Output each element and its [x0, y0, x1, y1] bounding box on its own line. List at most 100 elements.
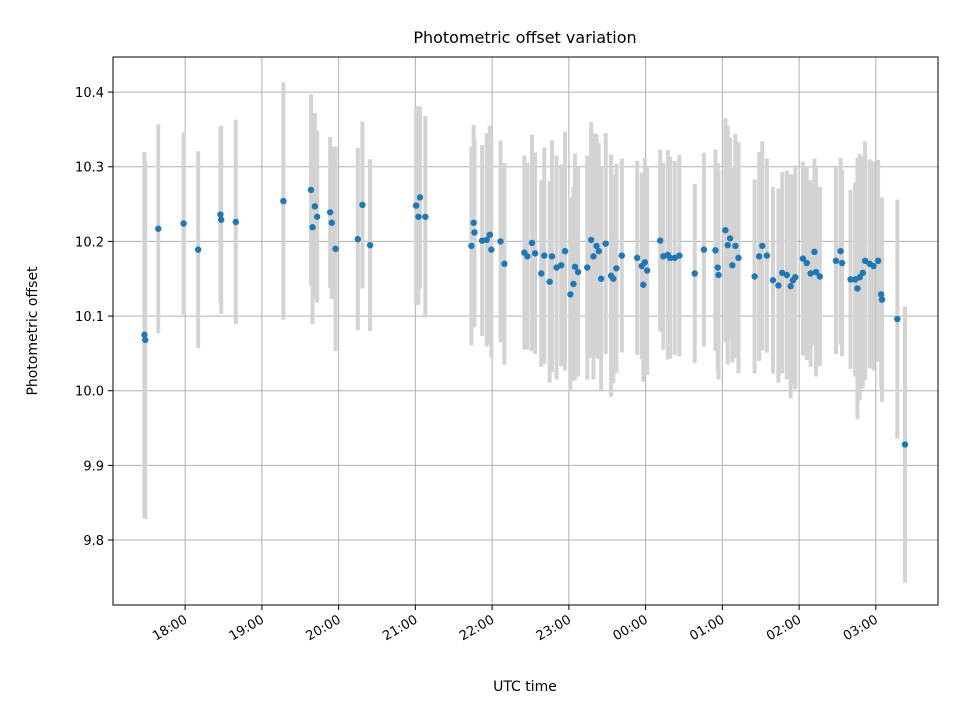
data-point	[610, 275, 617, 282]
data-point	[759, 242, 766, 250]
data-point	[832, 257, 840, 265]
x-tick-label: 00:00	[611, 612, 651, 644]
data-point	[483, 236, 490, 244]
data-point	[724, 241, 731, 249]
data-point	[602, 240, 609, 247]
data-point	[847, 276, 854, 283]
data-point	[901, 441, 909, 448]
data-point	[595, 247, 602, 255]
y-tick-label: 9.9	[83, 459, 104, 474]
data-point	[597, 275, 605, 282]
data-point	[641, 259, 649, 266]
data-point	[412, 202, 420, 209]
y-axis-label: Photometric offset	[25, 266, 41, 396]
data-point	[557, 262, 565, 269]
x-tick-label: 02:00	[764, 612, 804, 644]
data-point	[807, 270, 814, 277]
data-point	[155, 225, 162, 232]
x-axis-label: UTC time	[493, 679, 557, 695]
data-point	[856, 274, 863, 281]
data-point	[666, 254, 674, 262]
data-point	[307, 186, 315, 194]
x-tick-label: 22:00	[457, 612, 497, 644]
x-tick-label: 18:00	[150, 612, 190, 644]
y-tick-label: 10.1	[75, 310, 104, 325]
x-tick-label: 23:00	[534, 612, 574, 644]
data-point	[861, 257, 869, 265]
x-tick-label: 03:00	[841, 612, 881, 644]
data-point	[878, 291, 885, 298]
data-point	[775, 282, 782, 289]
data-point	[729, 262, 736, 269]
data-point	[656, 237, 664, 244]
data-point	[732, 242, 739, 250]
data-point	[700, 246, 708, 253]
data-point	[755, 253, 763, 260]
data-point	[854, 285, 861, 292]
y-tick-label: 9.8	[83, 534, 104, 549]
data-point	[309, 224, 316, 231]
data-point	[142, 336, 149, 344]
data-point	[715, 271, 722, 279]
data-point	[422, 213, 429, 220]
data-point	[735, 254, 742, 262]
data-point	[528, 239, 536, 247]
data-point	[799, 255, 807, 262]
data-point	[590, 253, 597, 260]
data-point	[763, 252, 771, 259]
data-point	[722, 227, 729, 234]
data-point	[141, 331, 148, 338]
data-point	[640, 281, 647, 288]
data-point	[816, 273, 824, 280]
x-tick-label: 20:00	[304, 612, 344, 644]
x-tick-label: 21:00	[380, 612, 420, 644]
x-tick-label: 19:00	[227, 612, 267, 644]
data-point	[359, 201, 366, 209]
data-point	[584, 264, 591, 271]
data-point	[859, 269, 866, 276]
data-point	[546, 278, 553, 285]
data-point	[676, 252, 683, 259]
chart-title: Photometric offset variation	[413, 28, 636, 47]
data-point	[712, 247, 719, 254]
data-point	[643, 267, 651, 274]
data-point	[416, 194, 424, 201]
data-point	[691, 270, 698, 277]
y-tick-label: 10.4	[75, 86, 104, 101]
error-bars	[142, 82, 907, 583]
data-point	[541, 252, 548, 259]
data-point	[486, 231, 494, 238]
y-tick-label: 10.3	[75, 161, 104, 176]
y-tick-label: 10.2	[75, 235, 104, 250]
data-point	[838, 259, 846, 267]
data-point	[874, 257, 882, 265]
data-point	[613, 265, 620, 272]
data-point	[328, 219, 335, 226]
x-tick-label: 01:00	[687, 612, 727, 644]
data-point	[232, 218, 239, 226]
data-point	[538, 270, 545, 277]
data-point	[714, 264, 721, 271]
data-point	[468, 242, 475, 250]
data-point	[470, 219, 477, 226]
data-point	[354, 235, 362, 243]
data-point	[326, 209, 334, 216]
data-point	[894, 315, 901, 323]
data-point	[751, 273, 758, 280]
data-points	[141, 186, 909, 448]
data-point	[415, 213, 422, 220]
data-point	[803, 259, 810, 267]
data-point	[878, 296, 886, 303]
data-point	[571, 263, 579, 270]
data-point	[280, 197, 287, 205]
data-point	[726, 235, 734, 242]
data-point	[783, 271, 791, 279]
data-point	[311, 203, 319, 210]
data-point	[313, 213, 321, 220]
data-point	[769, 277, 777, 284]
data-point	[811, 248, 818, 256]
data-point	[633, 254, 641, 262]
data-point	[501, 260, 508, 268]
data-point	[561, 247, 569, 255]
